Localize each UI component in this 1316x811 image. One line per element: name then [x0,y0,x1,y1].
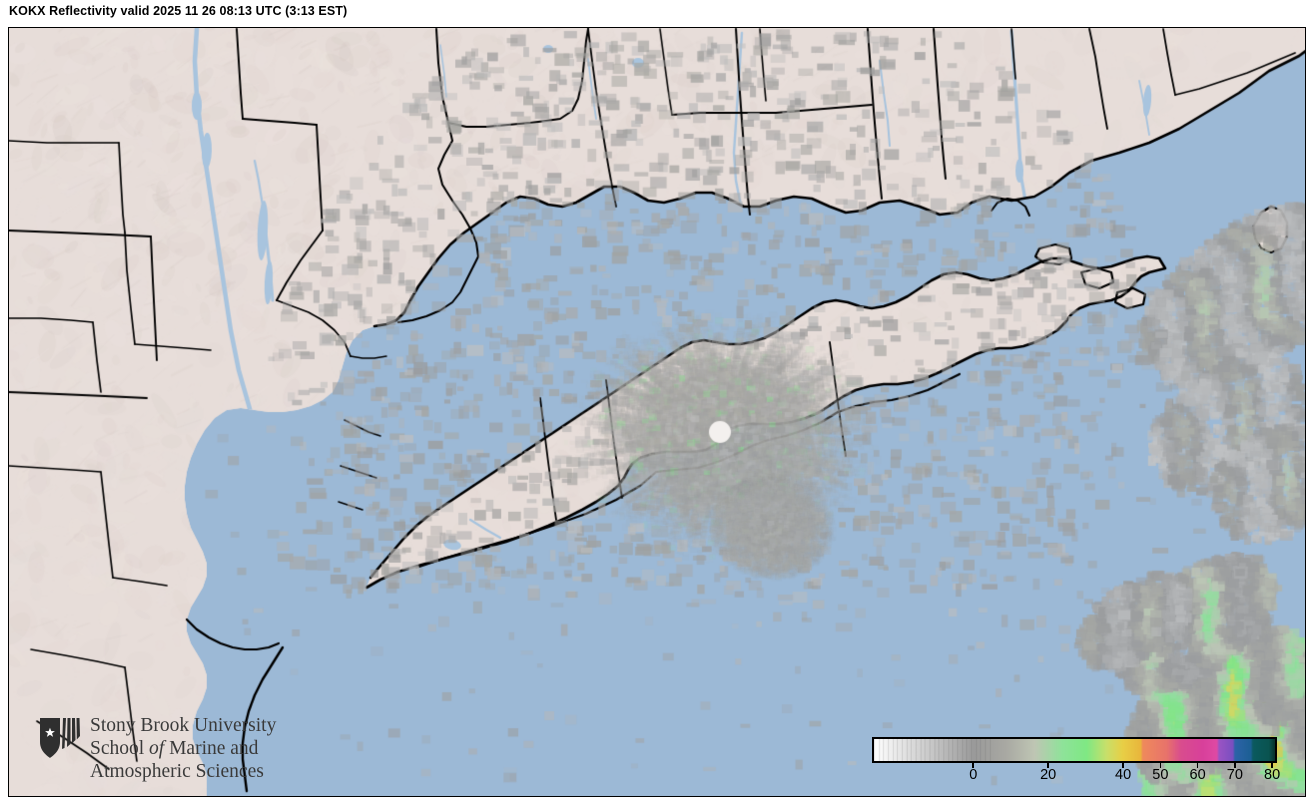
title-bar: KOKX Reflectivity valid 2025 11 26 08:13… [0,0,1316,27]
logo-line-school: School of Marine and [90,737,340,760]
logo-marine-word: Marine and [164,738,259,759]
colorbar-tick-mark [1196,763,1199,768]
reflectivity-colorbar: 0 20 40 50 60 70 80 [864,710,1284,785]
colorbar-tick-mark [1159,763,1162,768]
colorbar-bar [872,737,1277,763]
logo-line-university: Stony Brook University [90,715,277,736]
logo-school-word: School [90,738,150,759]
stony-brook-logo-text: Stony Brook University School of Marine … [90,714,340,783]
colorbar-tick-mark [1271,763,1273,768]
colorbar-tick-label-70: 70 [1226,767,1243,783]
logo-line-atmospheric: Atmospheric Sciences [90,761,264,782]
logo-of-word: of [149,738,165,759]
stony-brook-logo: Stony Brook University School of Marine … [38,714,338,792]
colorbar-tick-mark [972,763,975,768]
page-title: KOKX Reflectivity valid 2025 11 26 08:13… [9,4,348,18]
colorbar-tick-mark [1122,763,1124,768]
colorbar-tick-label-0: 0 [969,767,978,783]
radar-map-canvas[interactable] [9,28,1305,796]
colorbar-tick-axis: 0 20 40 50 60 70 80 [872,763,1281,785]
radar-map-frame[interactable] [8,27,1306,797]
stony-brook-shield-icon [40,718,80,758]
colorbar-tick-mark [1234,763,1236,768]
colorbar-tick-label-20: 20 [1040,767,1057,783]
colorbar-gradient [874,739,1275,761]
colorbar-tick-label-60: 60 [1189,767,1206,783]
colorbar-tick-label-40: 40 [1115,767,1132,783]
colorbar-tick-label-50: 50 [1152,767,1169,783]
colorbar-tick-label-80: 80 [1264,767,1281,783]
colorbar-tick-mark [1047,763,1049,768]
